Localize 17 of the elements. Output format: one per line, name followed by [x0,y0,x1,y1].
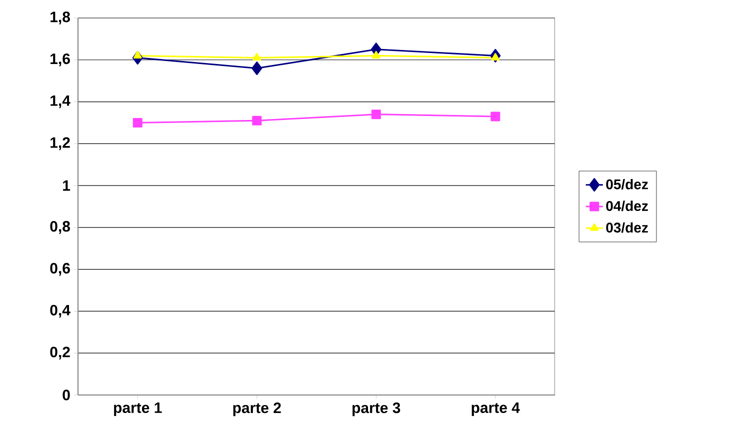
y-tick-label: 1,6 [50,53,70,66]
x-tick-label: parte 3 [352,402,400,416]
y-tick-label: 1,8 [50,12,70,24]
y-tick-label: 1,4 [50,95,70,108]
y-tick-label: 0,8 [50,221,70,234]
x-tick-label: parte 4 [472,402,520,416]
y-tick-label: 1 [63,180,70,191]
y-tick-label: 0,6 [50,262,70,276]
x-tick-label: parte 2 [233,402,281,416]
y-tick-label: 1,2 [50,137,70,150]
y-tick-label: 0,4 [50,304,70,318]
y-tick-label: 0,2 [50,346,70,360]
legend-label: 05/dez [606,179,648,190]
legend-label: 04/dez [606,200,648,212]
y-tick-label: 0 [62,390,70,400]
x-tick-label: parte 1 [114,402,162,416]
legend-label: 03/dez [606,222,648,233]
